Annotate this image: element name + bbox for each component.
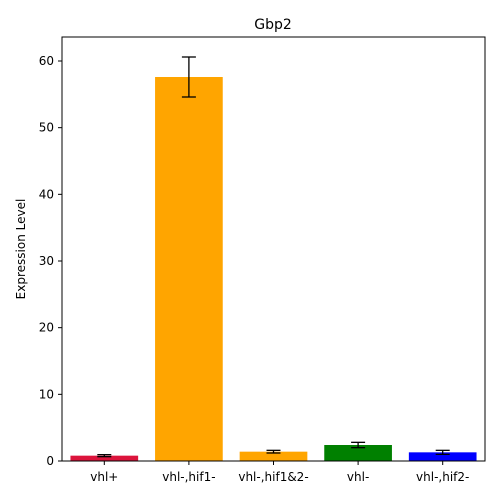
bar-0	[70, 455, 139, 461]
plot-frame	[61, 36, 486, 462]
y-tick-label-0: 0	[46, 454, 54, 468]
bar-3	[324, 445, 392, 461]
y-tick-label-2: 20	[39, 321, 54, 335]
bar-4	[408, 452, 477, 461]
x-tick-label-2: vhl-,hif1&2-	[238, 470, 308, 484]
x-tick-label-0: vhl+	[90, 470, 118, 484]
chart-title: Gbp2	[254, 17, 292, 33]
bar-2	[239, 451, 308, 461]
y-tick-label-3: 30	[39, 254, 54, 268]
x-tick-label-3: vhl-	[347, 470, 369, 484]
y-tick-label-5: 50	[39, 121, 54, 135]
bar-1	[155, 77, 223, 461]
plot-area: vhl+ vhl-,hif1- vhl-,hif1&2- vhl-vhl-,hif2-…	[39, 36, 486, 484]
y-axis-label: Expression Level	[14, 199, 28, 300]
x-tick-label-4: vhl-,hif2-	[416, 470, 469, 484]
y-tick-label-1: 10	[39, 387, 54, 401]
y-tick-label-6: 60	[39, 54, 54, 68]
y-tick-label-4: 40	[39, 187, 54, 201]
x-tick-label-1: vhl-,hif1-	[162, 470, 215, 484]
